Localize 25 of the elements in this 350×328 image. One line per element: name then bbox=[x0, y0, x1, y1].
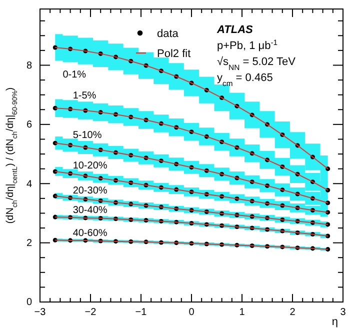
annotation: p+Pb, 1 μb$^{-1}$ bbox=[217, 38, 278, 52]
y-tick-label: 6 bbox=[26, 120, 32, 131]
legend-label: data bbox=[157, 28, 180, 40]
y-tick-label: 4 bbox=[26, 178, 32, 190]
annotation: 30-40% bbox=[72, 204, 108, 216]
annotation: 10-20% bbox=[72, 160, 108, 172]
annotation: ATLAS bbox=[216, 24, 254, 36]
x-tick-label: 2 bbox=[290, 307, 296, 318]
y-tick-label: 0 bbox=[26, 297, 32, 308]
y-tick-label: 8 bbox=[26, 60, 32, 72]
x-tick-label: −2 bbox=[84, 307, 97, 318]
x-tick-label: 3 bbox=[340, 307, 346, 318]
x-tick-label: 0 bbox=[188, 307, 195, 318]
annotation: 0-1% bbox=[62, 69, 86, 80]
x-tick-label: −3 bbox=[34, 307, 46, 318]
x-tick-label: −1 bbox=[135, 307, 148, 318]
y-tick-label: 2 bbox=[26, 238, 32, 250]
x-tick-label: 1 bbox=[239, 307, 246, 318]
annotation: 40-60% bbox=[72, 228, 108, 239]
annotation: 1-5% bbox=[72, 90, 96, 102]
annotation: 20-30% bbox=[72, 185, 108, 196]
x-axis-title: η bbox=[332, 316, 338, 328]
legend-label: Pol2 fit bbox=[157, 48, 191, 60]
annotation: √s$_{NN}$ = 5.02 TeV bbox=[217, 56, 296, 72]
annotation: 5-10% bbox=[72, 130, 102, 141]
